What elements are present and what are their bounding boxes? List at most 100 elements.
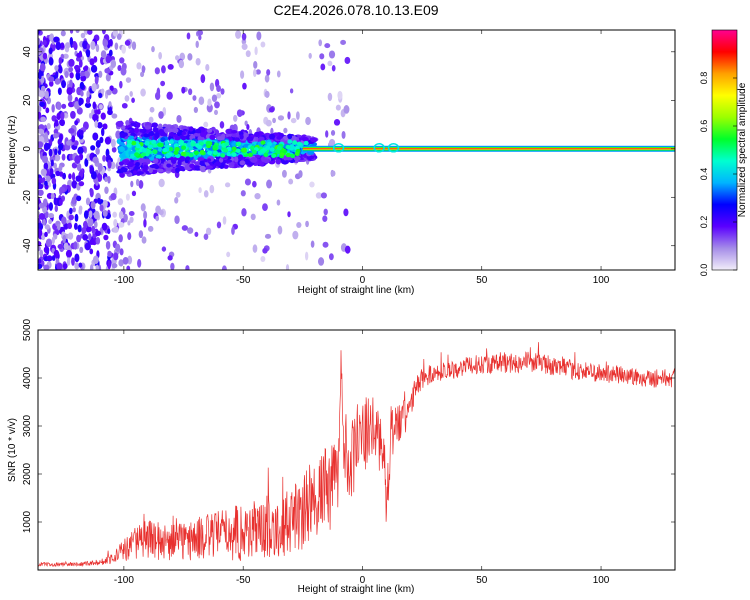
spectrogram-cell: [140, 88, 146, 97]
spectrogram-cell: [127, 255, 133, 265]
spectrogram-cell: [107, 260, 111, 270]
spectrogram-cell: [161, 246, 167, 252]
spectrogram-cell: [121, 45, 126, 54]
spectrogram-cell: [140, 71, 145, 78]
spectrogram-cell: [58, 57, 63, 65]
spectrogram-cell: [224, 182, 231, 188]
spectrogram-cell: [126, 265, 131, 270]
spectrogram-cell: [277, 115, 285, 121]
spectrogram-cell: [256, 31, 262, 41]
spectrogram-cell: [219, 121, 225, 129]
spectrogram-cell: [77, 224, 82, 233]
spectrogram-cell: [151, 122, 159, 128]
spectrogram-cell: [158, 128, 165, 135]
spectrogram-cell: [169, 131, 174, 137]
spectrogram-cell: [114, 42, 119, 51]
spectrogram-cell: [89, 58, 95, 66]
colorbar-tick-label: 0.0: [699, 264, 709, 277]
spectrogram-cell: [178, 141, 184, 146]
spectrogram-cell: [136, 62, 142, 70]
spectrogram-cell: [262, 247, 268, 254]
snr-x-tick-label: 50: [476, 575, 488, 586]
spectrogram-cell: [49, 33, 55, 42]
spectrogram-cell: [165, 153, 171, 159]
spectrogram-cell: [74, 213, 79, 222]
spectrogram-cell: [135, 161, 140, 167]
spectrogram-cell: [310, 240, 315, 248]
spectrogram-cell: [45, 107, 50, 114]
spectrogram-cell: [52, 133, 59, 139]
spectrogram-cell: [112, 226, 119, 233]
spectrogram-cell: [109, 85, 114, 92]
spectrogram-cell: [292, 140, 298, 145]
spectrogram-cell: [42, 52, 48, 60]
spectrogram-cell: [84, 242, 91, 251]
spectrogram-cell: [62, 234, 67, 244]
spectrogram-cell: [246, 123, 250, 130]
spectrogram-cell: [38, 189, 44, 196]
spectrogram-cell: [250, 145, 256, 150]
spectrogram-cell: [127, 220, 131, 226]
spectrogram-cell: [285, 144, 291, 150]
spectrogram-cell: [135, 178, 140, 187]
spectrogram-cell: [170, 262, 175, 270]
spectrogram-cell: [157, 123, 163, 129]
spectrogram-cell: [90, 201, 96, 210]
colorbar: 0.0 0.2 0.4 0.6 0.8 Normalized spectral ampl…: [699, 29, 748, 277]
spectrogram-cell: [327, 92, 333, 102]
spectrogram-cell: [252, 69, 257, 77]
spectrogram-cell: [139, 128, 145, 133]
spectrogram-cell: [185, 156, 191, 161]
spectrogram-cell: [167, 128, 174, 134]
spectrogram-cell: [319, 53, 325, 60]
spectrogram-cell: [69, 207, 73, 215]
spectrogram-cell: [95, 44, 100, 53]
spectrogram-cell: [81, 227, 87, 235]
spectrogram-cell: [48, 218, 53, 225]
spectrogram-cell: [46, 123, 51, 130]
spectrogram-cell: [231, 146, 237, 151]
spectrogram-cell: [175, 167, 180, 174]
spectrogram-cell: [161, 65, 166, 74]
spectrogram-cell: [250, 156, 258, 163]
spectrogram-cell: [197, 157, 205, 161]
spectrogram-cell: [102, 155, 107, 162]
spectrogram-cell: [276, 135, 283, 140]
spectrogram-cell: [57, 223, 61, 231]
spectrogram-cell: [127, 232, 132, 241]
spectrogram-cell: [325, 130, 329, 138]
spectrogram-cell: [199, 165, 206, 171]
spectrogram-cell: [138, 230, 144, 239]
spectrogram-cell: [89, 248, 94, 255]
spectrogram-cell: [80, 32, 86, 39]
spectrogram-cell: [262, 203, 268, 212]
spectrogram-cell: [255, 69, 261, 75]
spectrogram-cell: [64, 42, 71, 49]
spectrogram-x-tick-label: 100: [593, 275, 610, 286]
colorbar-tick-label: 0.2: [699, 216, 709, 229]
spectrogram-cell: [62, 263, 68, 270]
spectrogram-cell: [343, 105, 350, 114]
spectrogram-cell: [71, 180, 78, 189]
spectrogram-y-tick-label: -40: [22, 238, 33, 253]
spectrogram-cell: [203, 233, 209, 240]
spectrogram-cell: [102, 39, 109, 47]
spectrogram-cell: [85, 226, 92, 233]
spectrogram-cell: [83, 220, 88, 229]
spectrogram-cell: [287, 111, 291, 120]
spectrogram-cell: [318, 39, 323, 47]
spectrogram-cell: [38, 30, 41, 35]
spectrogram-cell: [216, 93, 222, 99]
spectrogram-cell: [66, 140, 72, 146]
spectrogram-cell: [38, 228, 43, 237]
spectrogram-cell: [58, 65, 63, 74]
spectrogram-cell: [68, 173, 72, 180]
spectrogram-cell: [285, 152, 291, 158]
spectrogram-cell: [102, 209, 108, 217]
spectrogram-cell: [234, 137, 239, 142]
spectrogram-cell: [38, 217, 41, 225]
spectrogram-cell: [287, 139, 293, 144]
spectrogram-cell: [290, 117, 297, 124]
spectrogram-cell: [166, 91, 173, 100]
spectrogram-cell: [270, 127, 274, 135]
